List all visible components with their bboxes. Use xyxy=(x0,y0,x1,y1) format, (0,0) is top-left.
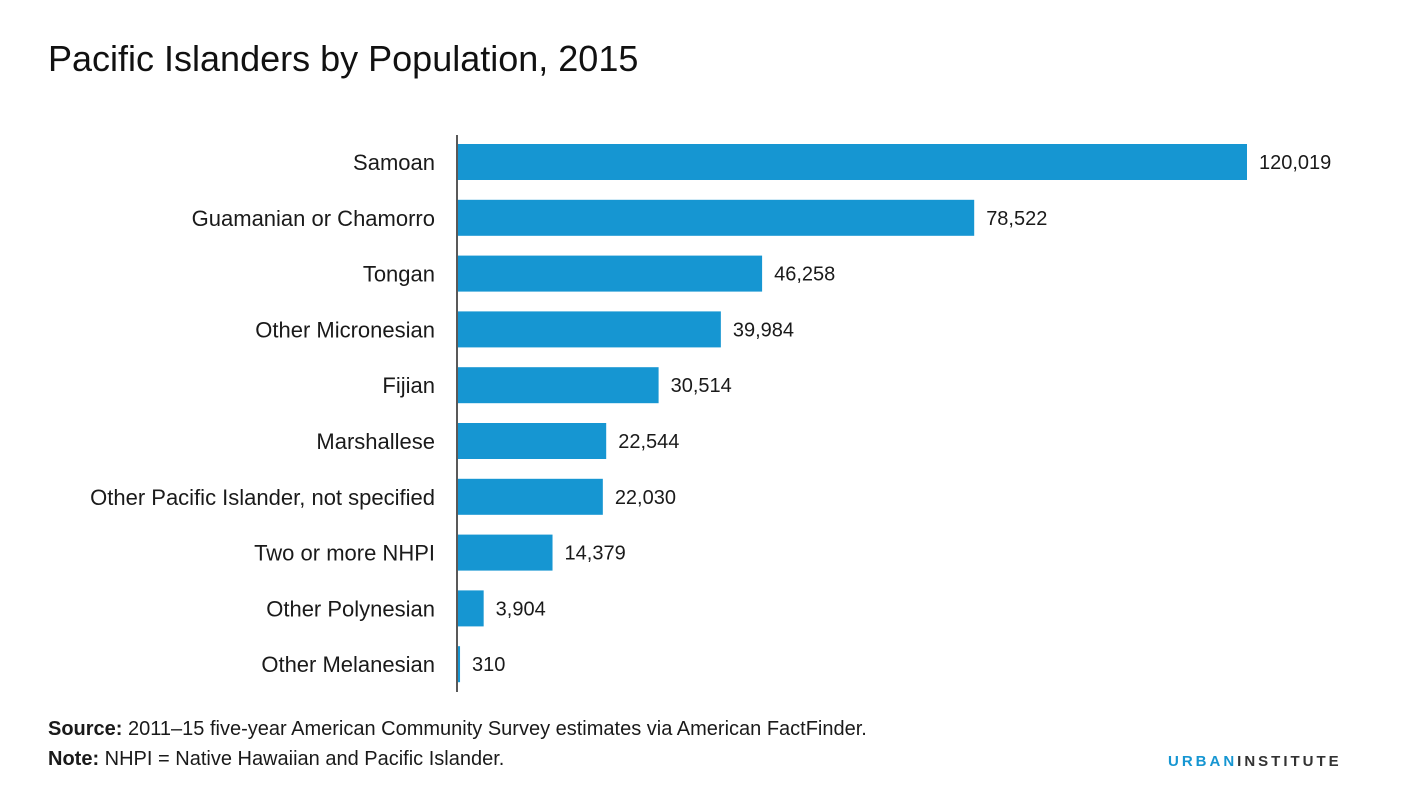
data-label: 120,019 xyxy=(1259,152,1331,174)
chart-title: Pacific Islanders by Population, 2015 xyxy=(48,38,639,79)
data-label: 310 xyxy=(472,654,505,676)
bar xyxy=(458,646,461,683)
data-label: 22,544 xyxy=(618,431,679,453)
category-label: Other Polynesian xyxy=(266,596,435,621)
bar xyxy=(458,590,484,627)
bar xyxy=(458,255,763,292)
footnote: Note: NHPI = Native Hawaiian and Pacific… xyxy=(48,746,504,772)
note-label: Note: xyxy=(48,748,100,770)
data-label: 46,258 xyxy=(774,264,835,286)
category-label: Fijian xyxy=(382,373,435,398)
source-text: 2011–15 five-year American Community Sur… xyxy=(128,718,867,740)
data-label: 78,522 xyxy=(986,208,1047,230)
bar xyxy=(458,478,603,515)
bar xyxy=(458,423,607,459)
bar xyxy=(458,311,721,348)
urban-institute-logo: URBANINSTITUTE xyxy=(1168,752,1342,772)
note-text: NHPI = Native Hawaiian and Pacific Islan… xyxy=(104,748,505,770)
category-label: Guamanian or Chamorro xyxy=(192,206,435,231)
source-label: Source: xyxy=(48,718,123,740)
source-note: Source: 2011–15 five-year American Commu… xyxy=(48,716,867,742)
category-label: Samoan xyxy=(353,150,435,175)
category-label: Other Micronesian xyxy=(255,317,435,342)
category-label: Other Pacific Islander, not specified xyxy=(90,485,435,510)
category-label: Two or more NHPI xyxy=(254,541,435,566)
data-label: 39,984 xyxy=(733,319,794,341)
bar xyxy=(458,199,975,236)
bar xyxy=(458,367,659,404)
category-label: Marshallese xyxy=(316,429,435,454)
bar xyxy=(458,144,1247,180)
logo-institute: INSTITUTE xyxy=(1237,753,1342,770)
data-label: 22,030 xyxy=(615,487,676,509)
data-label: 30,514 xyxy=(671,375,732,397)
category-label: Tongan xyxy=(363,262,435,287)
logo-urban: URBAN xyxy=(1168,753,1238,770)
bar xyxy=(458,534,553,571)
data-label: 14,379 xyxy=(565,543,626,565)
category-label: Other Melanesian xyxy=(261,652,435,677)
bar-chart: Samoan 120,019 Guamanian or Chamorro 78,522… xyxy=(90,135,1331,692)
data-label: 3,904 xyxy=(496,598,546,620)
